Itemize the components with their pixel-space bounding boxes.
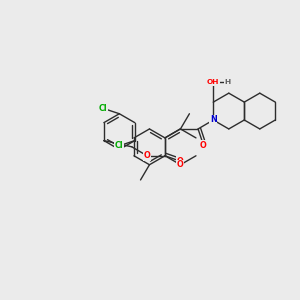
Text: O: O	[177, 157, 184, 166]
Text: O: O	[177, 160, 184, 169]
Text: N: N	[210, 116, 217, 124]
Text: H: H	[224, 80, 231, 85]
Text: Cl: Cl	[114, 141, 123, 150]
Text: O: O	[200, 141, 207, 150]
Text: OH: OH	[207, 80, 220, 85]
Text: Cl: Cl	[99, 104, 107, 113]
Text: O: O	[144, 151, 151, 160]
